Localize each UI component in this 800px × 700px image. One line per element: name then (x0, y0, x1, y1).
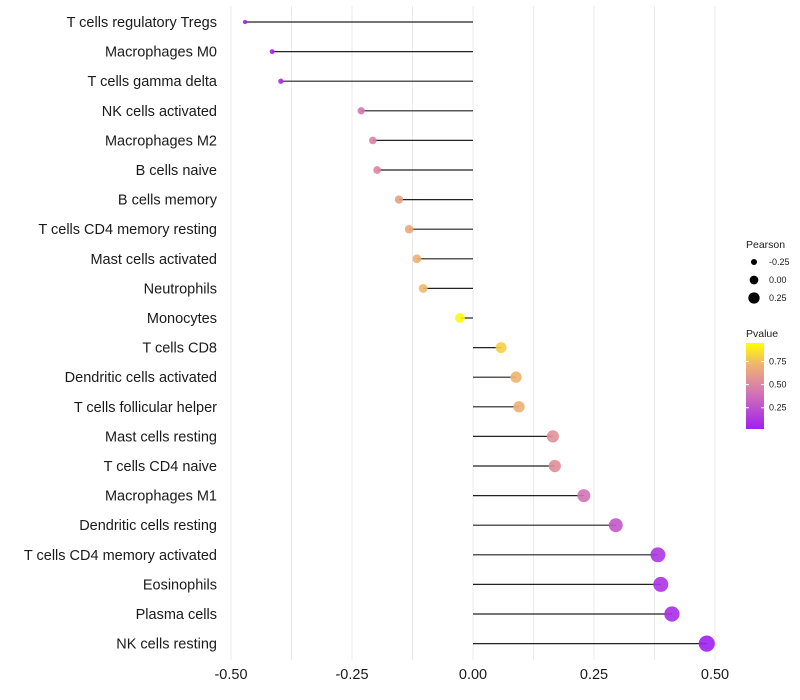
color-bar (746, 343, 764, 429)
size-legend-dot (748, 292, 760, 304)
y-tick-label: T cells CD4 naive (104, 459, 217, 475)
data-point (368, 136, 377, 145)
data-point (698, 635, 715, 652)
x-tick-label: 0.00 (459, 667, 487, 683)
y-tick-label: T cells CD8 (142, 341, 217, 357)
data-point (404, 224, 414, 234)
data-point (242, 19, 248, 25)
y-tick-label: B cells memory (118, 193, 218, 209)
y-tick-label: T cells follicular helper (74, 400, 217, 416)
x-tick-label: 0.50 (701, 667, 729, 683)
y-tick-label: T cells gamma delta (88, 74, 218, 90)
data-point (608, 518, 623, 533)
data-point (278, 78, 284, 84)
data-point (650, 547, 666, 563)
data-point (269, 49, 275, 55)
data-point (373, 166, 382, 174)
y-tick-label: NK cells resting (116, 637, 217, 653)
x-tick-label: -0.50 (214, 667, 247, 683)
y-tick-label: Dendritic cells resting (79, 518, 217, 534)
data-point (577, 489, 591, 503)
size-legend-dot (750, 258, 758, 266)
y-tick-label: Neutrophils (144, 281, 217, 297)
y-tick-label: Plasma cells (136, 607, 217, 623)
y-tick-label: Macrophages M1 (105, 489, 217, 505)
size-legend-label: 0.00 (769, 275, 787, 285)
color-legend-label: 0.50 (769, 380, 787, 390)
y-tick-label: Mast cells resting (105, 429, 217, 445)
color-legend-label: 0.75 (769, 356, 787, 366)
size-legend-label: 0.25 (769, 293, 787, 303)
color-legend-ticks: 0.75 0.50 0.25 (746, 356, 787, 413)
stems (245, 21, 707, 645)
y-tick-label: Macrophages M2 (105, 133, 217, 149)
legend: Pearson -0.25 0.00 0.25 Pvalue 0.75 0.50 0.2… (746, 239, 790, 429)
points (242, 19, 715, 652)
y-tick-label: Dendritic cells activated (65, 370, 217, 386)
y-tick-label: Eosinophils (143, 577, 217, 593)
y-tick-label: B cells naive (136, 163, 217, 179)
color-legend-label: 0.25 (769, 403, 787, 413)
y-tick-label: T cells CD4 memory activated (24, 548, 217, 564)
size-legend-entries: -0.25 0.00 0.25 (748, 257, 790, 304)
y-tick-label: Mast cells activated (90, 252, 217, 268)
data-point (454, 313, 465, 323)
x-axis-labels: -0.50 -0.25 0.00 0.25 0.50 (214, 667, 729, 683)
data-point (394, 195, 404, 204)
y-tick-label: T cells regulatory Tregs (67, 15, 217, 31)
data-point (546, 430, 559, 443)
y-tick-label: NK cells activated (102, 104, 217, 120)
y-tick-label: Monocytes (147, 311, 217, 327)
size-legend-label: -0.25 (769, 257, 790, 267)
x-tick-label: -0.25 (335, 667, 368, 683)
data-point (357, 107, 365, 115)
data-point (653, 576, 669, 592)
size-legend-dot (749, 275, 759, 285)
size-legend-title: Pearson (746, 239, 785, 251)
data-point (664, 606, 680, 622)
data-point (418, 283, 428, 293)
grid-lines (230, 6, 716, 660)
data-point (513, 401, 525, 413)
y-axis-labels: T cells regulatory Tregs Macrophages M0 T … (24, 15, 218, 653)
data-point (412, 254, 422, 264)
data-point (495, 342, 507, 354)
x-tick-label: 0.25 (580, 667, 608, 683)
color-legend-title: Pvalue (746, 328, 778, 340)
data-point (548, 459, 561, 473)
y-tick-label: T cells CD4 memory resting (38, 222, 217, 238)
y-tick-label: Macrophages M0 (105, 45, 217, 61)
data-point (510, 371, 522, 383)
